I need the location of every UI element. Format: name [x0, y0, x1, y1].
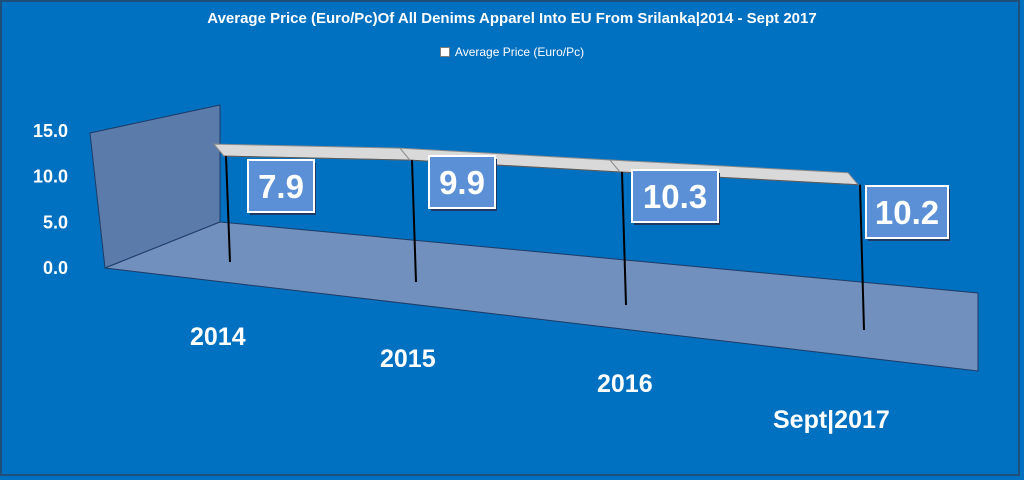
legend-swatch [439, 46, 450, 57]
y-tick-label: 10.0 [33, 167, 68, 187]
data-label: 7.9 [258, 168, 304, 205]
x-tick-label: 2015 [380, 345, 436, 373]
y-tick-label: 15.0 [33, 121, 68, 141]
series-line [223, 155, 411, 161]
data-label-box [631, 169, 719, 223]
legend-label: Average Price (Euro/Pc) [454, 44, 585, 59]
data-label: 10.2 [875, 194, 939, 231]
data-label: 9.9 [439, 164, 485, 201]
data-label-box [428, 155, 496, 209]
y-tick-label: 5.0 [43, 212, 68, 232]
data-label-box [247, 159, 315, 213]
legend: Average Price (Euro/Pc) [0, 44, 1024, 59]
chart-title: Average Price (Euro/Pc)Of All Denims App… [207, 10, 817, 27]
data-label-box [865, 185, 949, 239]
x-tick-label: 2016 [597, 370, 653, 398]
x-tick-label: 2014 [190, 323, 246, 351]
drop-line [621, 171, 627, 306]
y-tick-label: 0.0 [43, 258, 68, 278]
drop-line [859, 184, 865, 331]
chart-floor [104, 221, 979, 372]
drop-line [411, 160, 417, 283]
drop-line [225, 156, 231, 263]
x-tick-label: Sept|2017 [773, 406, 890, 434]
data-label: 10.3 [643, 178, 707, 215]
